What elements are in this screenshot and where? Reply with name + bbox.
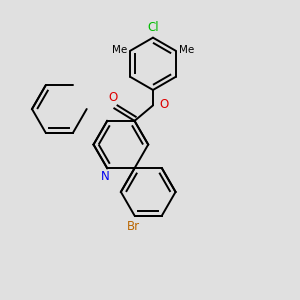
Text: N: N (101, 170, 110, 183)
Text: Cl: Cl (147, 21, 159, 34)
Text: Me: Me (112, 44, 127, 55)
Text: Br: Br (127, 220, 140, 233)
Text: Me: Me (179, 44, 194, 55)
Text: O: O (159, 98, 168, 111)
Text: O: O (108, 91, 118, 104)
